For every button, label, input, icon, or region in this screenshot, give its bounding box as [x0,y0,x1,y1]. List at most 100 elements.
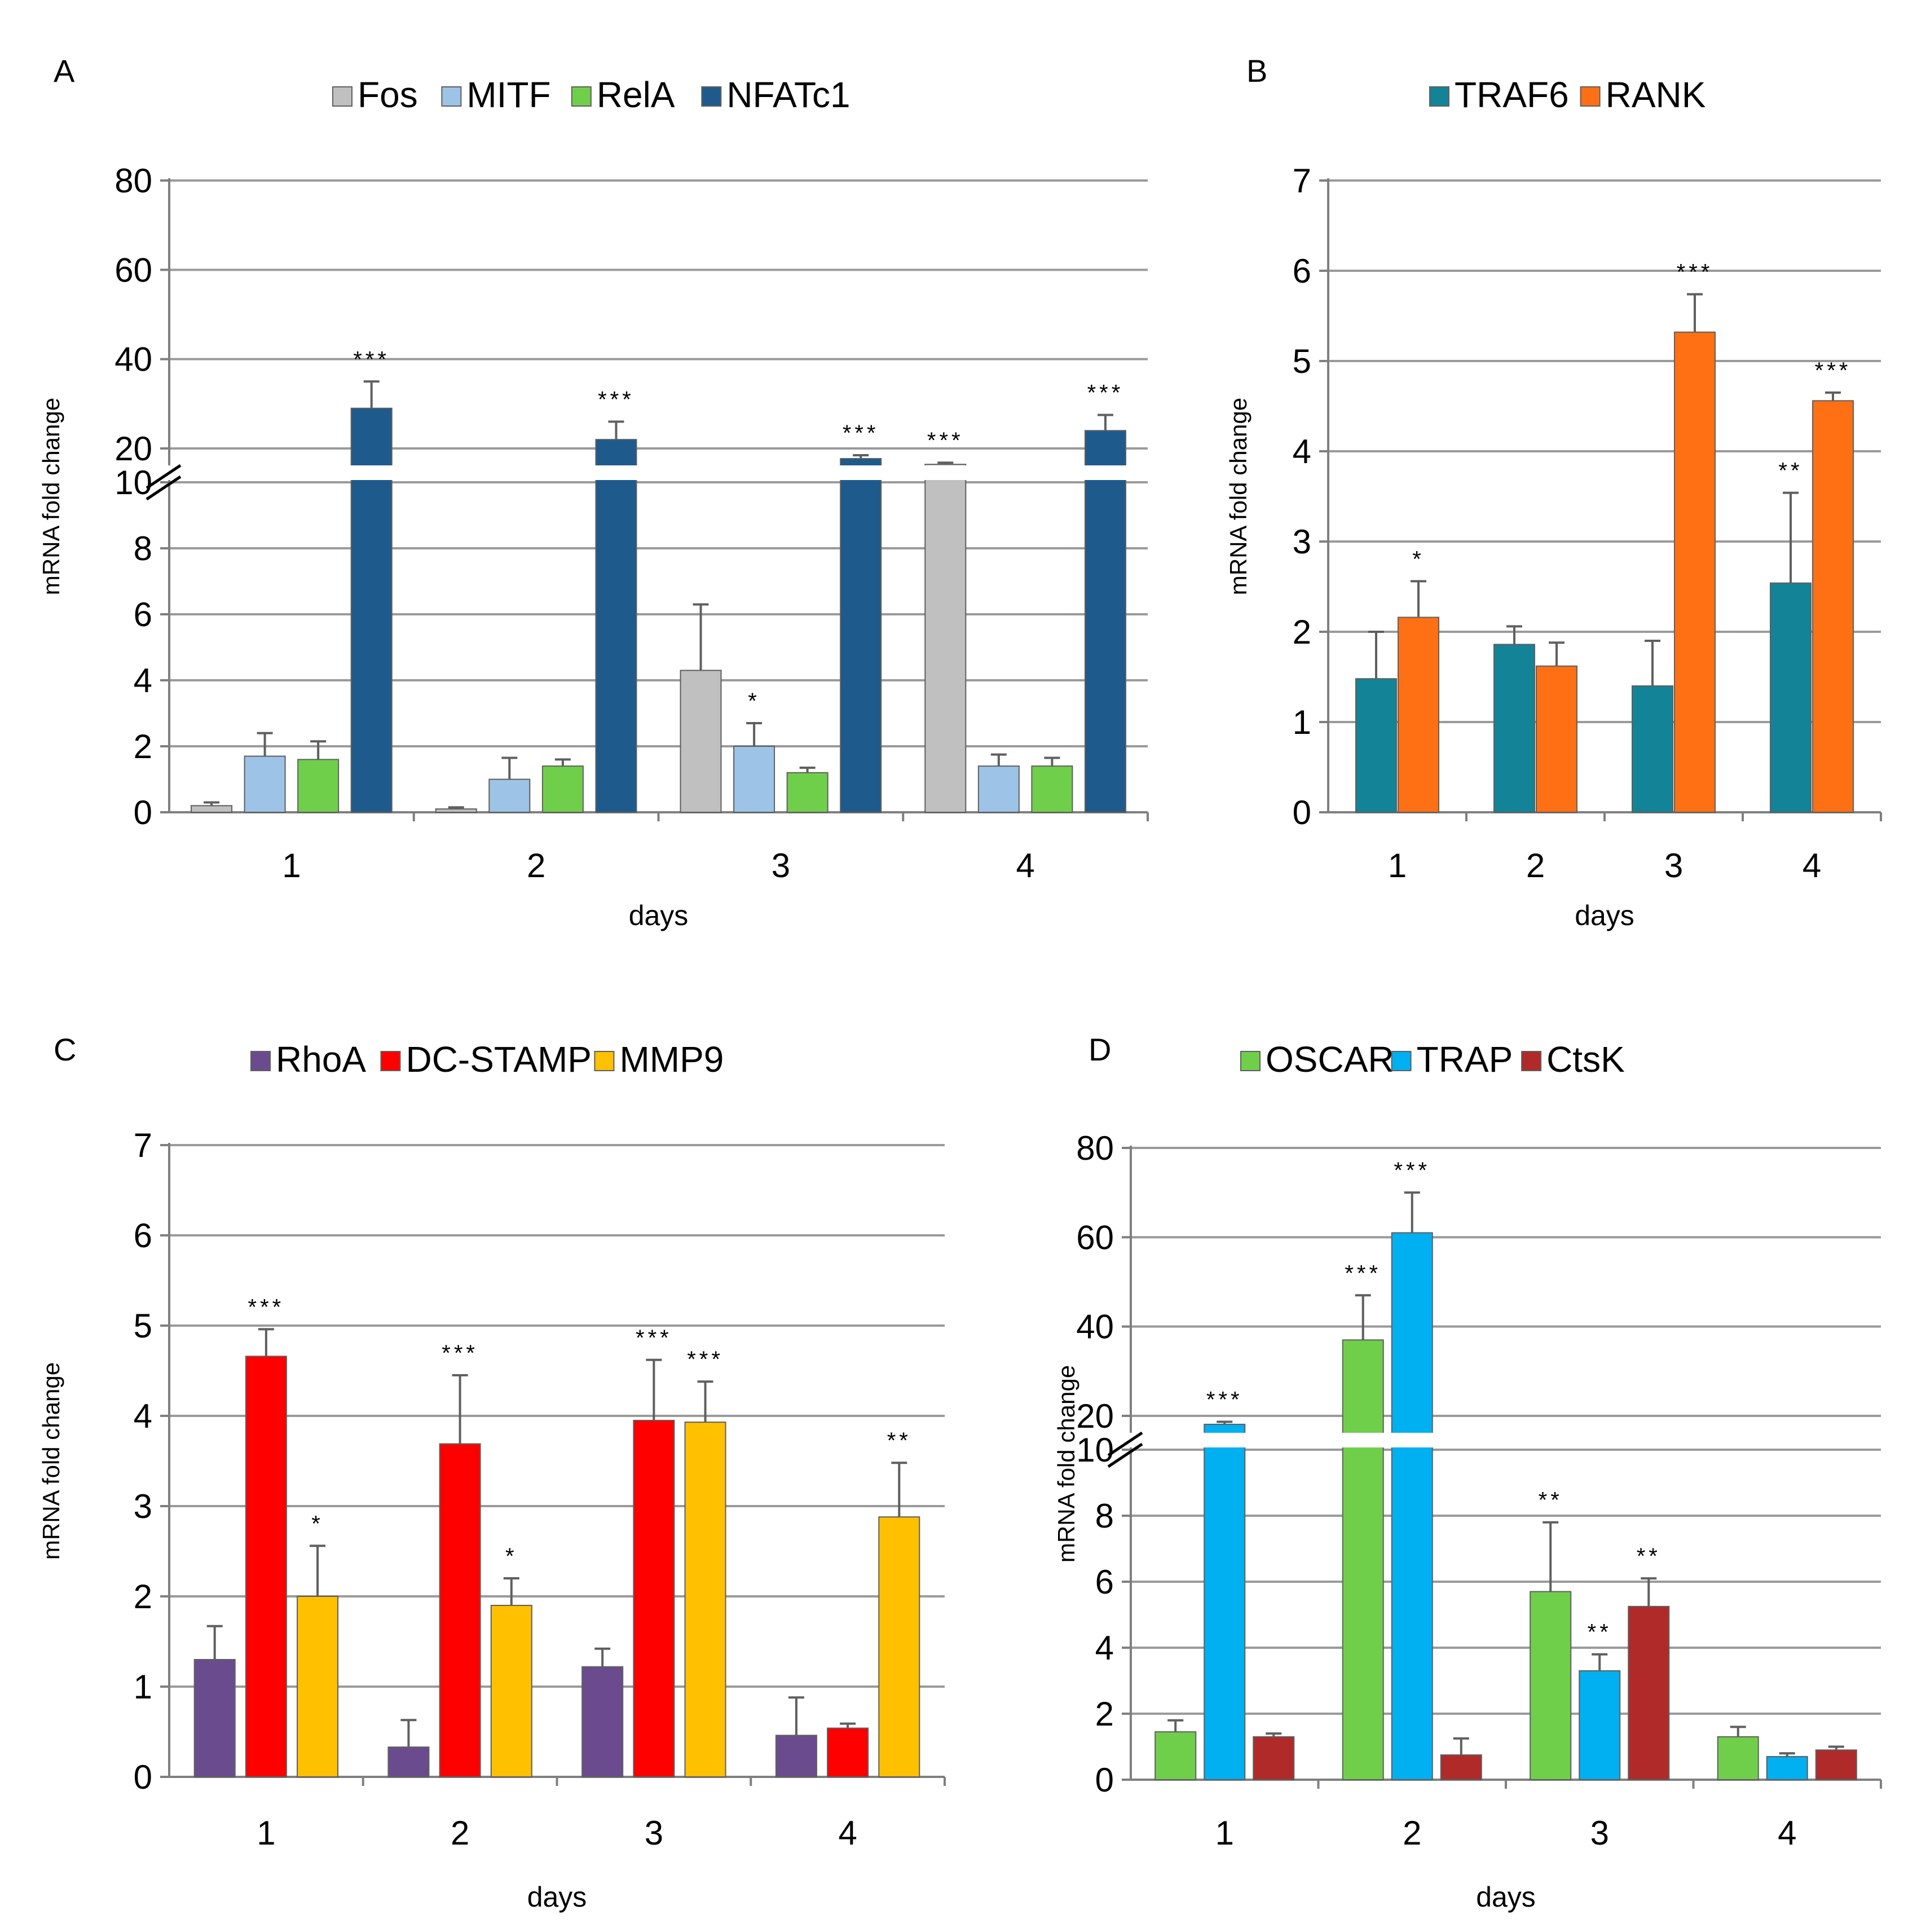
significance-label: *** [843,421,879,446]
significance-label: * [311,1511,324,1536]
legend-label: DC-STAMP [406,1039,591,1080]
legend-swatch-oscar [1240,1051,1261,1071]
bar-dc-stamp [439,1443,481,1778]
x-tick-label: 3 [645,1814,663,1852]
bar-traf6 [1493,644,1535,813]
y-tick-label: 20 [1076,1397,1114,1435]
x-tick-label: 2 [451,1814,469,1852]
y-axis-label: mRNA fold change [1225,398,1251,595]
legend-label: Fos [358,74,418,115]
y-tick-label: 80 [1076,1129,1114,1167]
y-tick-label: 4 [134,662,152,699]
bar-traf6 [1770,582,1812,813]
y-tick-label: 0 [1293,794,1311,831]
legend-swatch-mitf [441,86,462,107]
x-tick-label: 3 [1664,847,1683,884]
significance-label: * [1412,547,1425,571]
bar-rela [297,759,340,813]
bar-rela [1031,765,1073,813]
x-tick-label: 2 [527,847,545,884]
legend-swatch-traf6 [1429,86,1449,107]
legend-label: NFATc1 [726,74,850,115]
y-tick-label: 2 [134,728,152,765]
bar-oscar [1342,1339,1384,1781]
significance-label: ** [1637,1544,1661,1569]
significance-label: *** [687,1347,724,1372]
y-tick-label: 7 [134,1126,152,1164]
legend-swatch-dc-stamp [380,1051,401,1071]
axis-break-slash [1107,1442,1143,1468]
bar-mmp9 [297,1596,339,1777]
significance-label: * [505,1544,518,1569]
legend-label: TRAF6 [1455,74,1569,115]
legend-label: RelA [597,74,675,115]
bar-dc-stamp [827,1727,869,1778]
y-tick-label: 2 [1293,613,1311,651]
y-tick-label: 40 [1076,1308,1114,1346]
significance-label: *** [1206,1388,1243,1412]
bar-fos [924,464,967,813]
bar-trap [1204,1424,1246,1780]
y-tick-label: 10 [1076,1431,1114,1469]
legend-label: MMP9 [619,1039,724,1080]
bar-ctsk [1815,1749,1857,1781]
y-tick-label: 6 [1293,252,1311,290]
x-tick-label: 2 [1526,847,1545,884]
bar-ctsk [1253,1736,1295,1780]
bar-mitf [244,755,286,813]
x-tick-label: 4 [1803,847,1821,884]
legend-label: OSCAR [1266,1039,1394,1080]
x-tick-label: 2 [1403,1814,1421,1852]
significance-label: ** [1778,459,1803,483]
y-axis-label: mRNA fold change [1053,1365,1079,1563]
bar-break-gap [923,465,968,480]
y-tick-label: 1 [134,1668,152,1706]
significance-label: ** [887,1428,911,1453]
x-axis-label: days [629,900,689,931]
bar-nfatc1 [595,439,637,813]
bar-break-gap [1390,1433,1434,1447]
y-tick-label: 3 [1293,523,1311,561]
x-tick-label: 3 [772,847,790,884]
bar-mitf [488,778,531,813]
significance-label: *** [598,388,634,412]
legend-swatch-mmp9 [594,1051,615,1071]
axis-break-slash [1107,1431,1143,1457]
significance-label: *** [927,428,964,453]
bar-rank [1398,617,1439,813]
bar-break-gap [1202,1433,1247,1447]
bar-rela [786,772,829,813]
bar-trap [1391,1232,1433,1781]
x-tick-label: 3 [1590,1814,1609,1852]
significance-label: *** [248,1295,285,1319]
legend-swatch-ctsk [1521,1051,1542,1071]
x-tick-label: 1 [1388,847,1407,884]
bar-trap [1579,1670,1621,1780]
significance-label: *** [1677,260,1713,285]
significance-label: *** [1087,381,1124,406]
significance-label: *** [1815,358,1852,383]
y-tick-label: 1 [1293,703,1311,741]
significance-label: *** [1345,1261,1381,1286]
bar-rhoa [387,1746,430,1777]
y-tick-label: 40 [114,341,152,379]
bar-rela [541,765,584,813]
bar-mitf [733,746,775,813]
bar-break-gap [349,465,394,480]
axis-break-gap [158,465,1159,480]
legend-label: MITF [466,74,550,115]
bar-rank [1536,665,1577,813]
bar-break-gap [1083,465,1127,480]
bar-fos [435,808,477,813]
legend-label: RhoA [276,1039,366,1080]
bar-oscar [1154,1731,1197,1781]
bar-rhoa [581,1666,624,1778]
y-axis-label: mRNA fold change [38,1362,64,1560]
legend-swatch-rela [571,86,592,107]
bar-break-gap [594,465,638,480]
y-tick-label: 0 [134,794,152,831]
bar-mmp9 [684,1422,726,1777]
legend-label: TRAP [1417,1039,1513,1080]
bar-rank [1812,400,1854,813]
